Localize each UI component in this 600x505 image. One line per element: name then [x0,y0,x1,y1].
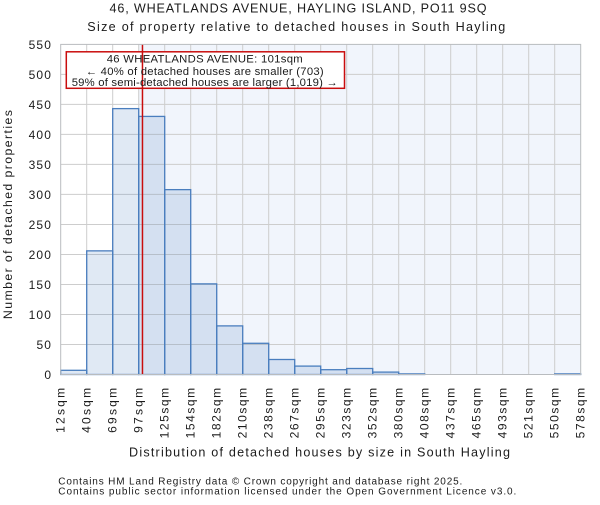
svg-text:210sqm: 210sqm [236,388,250,439]
svg-text:493sqm: 493sqm [496,388,510,439]
svg-text:267sqm: 267sqm [288,388,302,439]
svg-text:465sqm: 465sqm [470,388,484,439]
svg-text:450: 450 [29,98,53,112]
svg-text:100: 100 [29,308,53,322]
svg-text:400: 400 [29,128,53,142]
svg-text:Number of detached properties: Number of detached properties [1,110,15,319]
svg-text:323sqm: 323sqm [340,388,354,439]
svg-text:550sqm: 550sqm [548,388,562,439]
svg-text:46 WHEATLANDS AVENUE: 101sqm: 46 WHEATLANDS AVENUE: 101sqm [107,53,303,65]
svg-text:550: 550 [29,38,53,52]
svg-text:182sqm: 182sqm [210,388,224,439]
svg-text:295sqm: 295sqm [314,388,328,439]
svg-text:500: 500 [29,68,53,82]
svg-text:0: 0 [44,368,52,382]
svg-text:Contains HM Land Registry data: Contains HM Land Registry data © Crown c… [58,477,462,488]
svg-text:521sqm: 521sqm [522,388,536,439]
svg-text:150: 150 [29,278,53,292]
svg-text:46, WHEATLANDS AVENUE, HAYLING: 46, WHEATLANDS AVENUE, HAYLING ISLAND, P… [110,2,487,16]
svg-text:Contains public sector informa: Contains public sector information licen… [58,487,516,498]
svg-text:Distribution of detached house: Distribution of detached houses by size … [129,446,510,460]
svg-text:350: 350 [29,158,53,172]
svg-text:352sqm: 352sqm [366,388,380,439]
svg-text:125sqm: 125sqm [158,388,172,439]
svg-text:50: 50 [36,338,52,352]
svg-text:200: 200 [29,248,53,262]
svg-text:380sqm: 380sqm [392,388,406,439]
svg-text:250: 250 [29,218,53,232]
svg-text:437sqm: 437sqm [444,388,458,439]
svg-text:← 40% of detached houses are s: ← 40% of detached houses are smaller (70… [86,66,324,78]
svg-text:154sqm: 154sqm [184,388,198,439]
svg-text:408sqm: 408sqm [418,388,432,439]
svg-text:Size of property relative to d: Size of property relative to detached ho… [87,20,505,34]
svg-text:238sqm: 238sqm [262,388,276,439]
svg-text:578sqm: 578sqm [574,388,588,439]
svg-text:59% of semi-detached houses ar: 59% of semi-detached houses are larger (… [72,77,338,89]
svg-text:300: 300 [29,188,53,202]
